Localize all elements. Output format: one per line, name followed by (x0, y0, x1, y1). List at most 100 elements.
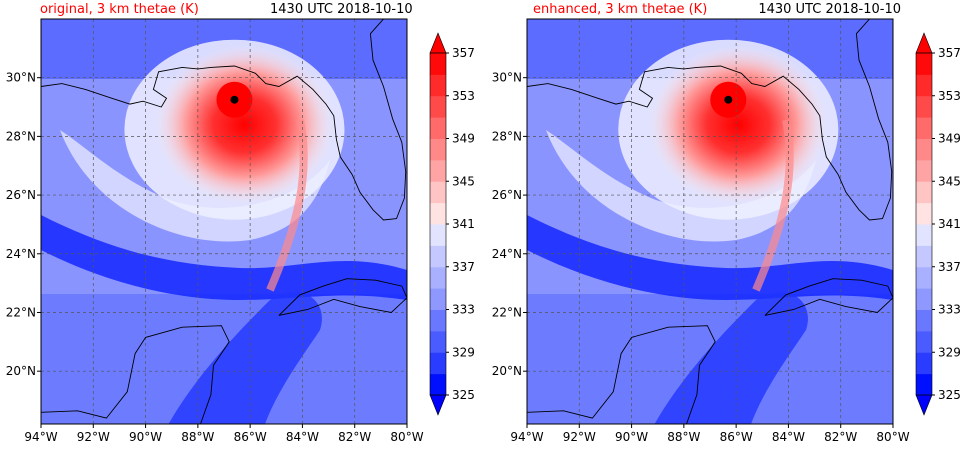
colorbar-extend-max (429, 32, 447, 54)
colorbar-segment (916, 309, 932, 332)
y-tick-label: 28°N (492, 129, 522, 143)
colorbar-tick-label: 357 (938, 46, 961, 60)
colorbar-segment (916, 373, 932, 396)
colorbar-segment (430, 330, 446, 353)
thetae-map-original: 94°W 92°W 90°W 88°W 86°W 84°W 82°W 80°W 20°N 22°N… (6, 18, 475, 444)
colorbar-segment (916, 245, 932, 268)
gridlines (526, 19, 894, 424)
x-tick-label: 86°W (720, 430, 753, 444)
yucatan-coastline (527, 325, 716, 424)
x-tick-label: 80°W (390, 430, 423, 444)
colorbar-tick-label: 341 (452, 217, 475, 231)
colorbar-tick-label: 337 (452, 260, 475, 274)
storm-warm-core (648, 44, 829, 205)
thetae-map-enhanced: 94°W 92°W 90°W 88°W 86°W 84°W 82°W 80°W 20°N 22°N… (492, 18, 961, 444)
colorbar-segment (916, 330, 932, 353)
colorbar-tick-label: 345 (938, 174, 961, 188)
x-tick-label: 92°W (563, 430, 596, 444)
thetae-field (41, 19, 407, 424)
colorbar-segment (916, 288, 932, 310)
dry-band (527, 215, 893, 300)
outer-rainband (266, 119, 308, 292)
y-tick-label: 22°N (6, 305, 36, 319)
colorbar-segment (430, 245, 446, 268)
colorbar-segment (430, 266, 446, 289)
y-tick-label: 30°N (6, 71, 36, 85)
map-frame (526, 18, 894, 425)
colorbar-tick-label: 353 (938, 89, 961, 103)
x-tick-label: 90°W (129, 430, 162, 444)
panel-enhanced: enhanced, 3 km thetae (K) 1430 UTC 2018-… (486, 0, 972, 449)
cuba-coastline (764, 278, 893, 316)
panel-time-label: 1430 UTC 2018-10-10 (758, 2, 901, 17)
colorbar-segment (916, 53, 932, 75)
y-tick-label: 26°N (492, 188, 522, 202)
colorbar-segment (430, 95, 446, 118)
colorbar-tick-label: 337 (938, 260, 961, 274)
storm-eye (230, 95, 239, 104)
colorbar-tick-label: 325 (452, 388, 475, 402)
colorbar-tick-label: 357 (452, 46, 475, 60)
colorbar-tick-label: 345 (452, 174, 475, 188)
colorbar-tick-label: 329 (452, 345, 475, 359)
map-frame (40, 18, 408, 425)
colorbar-tick-label: 349 (452, 132, 475, 146)
colorbar-segment (430, 53, 446, 75)
x-tick-label: 88°W (667, 430, 700, 444)
colorbar-segment (916, 352, 932, 375)
colorbar-extend-min (915, 394, 933, 416)
colorbar-segment (916, 117, 932, 139)
colorbar-segment (430, 288, 446, 310)
y-tick-label: 20°N (492, 364, 522, 378)
colorbar-tick-label: 333 (452, 303, 475, 317)
colorbar-segment (916, 159, 932, 182)
x-tick-label: 90°W (615, 430, 648, 444)
colorbar-tick-label: 325 (938, 388, 961, 402)
dry-tongue (168, 291, 322, 424)
colorbar-extend-max (915, 32, 933, 54)
storm-warm-core (154, 44, 335, 205)
colorbar-segment (916, 181, 932, 204)
x-tick-label: 84°W (286, 430, 319, 444)
colorbar-segment (916, 224, 932, 246)
colorbar-segment (430, 159, 446, 182)
dry-band (41, 215, 407, 300)
x-tick-label: 84°W (772, 430, 805, 444)
colorbar-segment (916, 138, 932, 161)
coastlines (41, 19, 407, 424)
yucatan-coastline (41, 325, 230, 424)
colorbar-segment (430, 352, 446, 375)
x-tick-label: 86°W (234, 430, 267, 444)
y-tick-label: 24°N (492, 247, 522, 261)
us-gulf-coastline (527, 19, 893, 221)
storm-eye (724, 95, 733, 104)
colorbar-segment (430, 117, 446, 139)
panel-title-left: original, 3 km thetae (K) (40, 2, 199, 17)
x-tick-label: 80°W (876, 430, 909, 444)
colorbar-extend-min (429, 394, 447, 416)
colorbar-segment (430, 309, 446, 332)
colorbar-segment (916, 74, 932, 97)
panel-time-label: 1430 UTC 2018-10-10 (270, 2, 413, 17)
colorbar-tick-label: 353 (452, 89, 475, 103)
thetae-field (527, 19, 893, 424)
colorbar-tick-label: 333 (938, 303, 961, 317)
us-gulf-coastline (41, 19, 407, 221)
x-tick-label: 82°W (338, 430, 371, 444)
y-tick-label: 26°N (6, 188, 36, 202)
colorbar-segment (916, 266, 932, 289)
y-tick-label: 22°N (492, 305, 522, 319)
colorbar: 325 329 333 337 341 345 349 353 357 (915, 32, 961, 416)
cuba-coastline (278, 278, 407, 316)
x-tick-label: 94°W (24, 430, 57, 444)
x-tick-label: 82°W (824, 430, 857, 444)
colorbar-segment (430, 74, 446, 97)
colorbar-segment (430, 138, 446, 161)
y-tick-label: 28°N (6, 129, 36, 143)
colorbar-segment (430, 224, 446, 246)
colorbar-tick-label: 329 (938, 345, 961, 359)
coastlines (527, 19, 893, 424)
y-tick-label: 20°N (6, 364, 36, 378)
x-tick-label: 94°W (510, 430, 543, 444)
panel-original: original, 3 km thetae (K) 1430 UTC 2018-… (0, 0, 486, 449)
